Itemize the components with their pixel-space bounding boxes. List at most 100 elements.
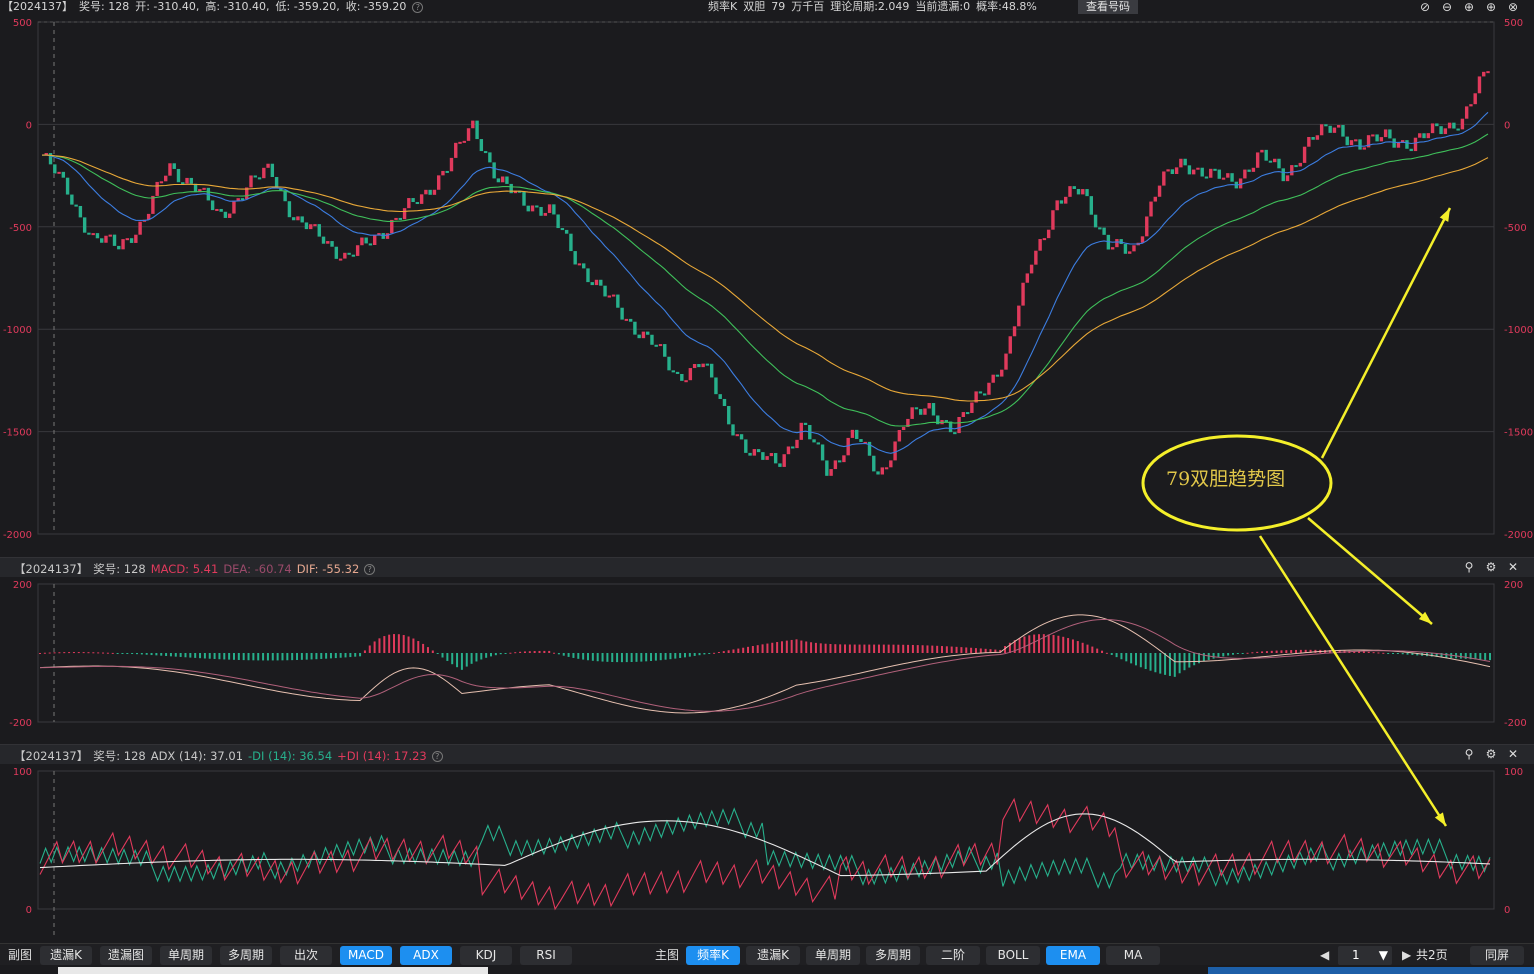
adx-tick-left: 0 <box>26 905 32 916</box>
help-icon[interactable]: ? <box>412 1 424 13</box>
macd-bar <box>334 653 337 659</box>
close-icon[interactable]: ✕ <box>1507 747 1519 761</box>
macd-bar <box>543 650 546 653</box>
macd-bar <box>1246 652 1249 654</box>
candle <box>355 245 360 256</box>
macd-bar <box>1081 642 1084 653</box>
candle <box>1025 273 1030 283</box>
macd-bar <box>431 650 434 653</box>
macd-bar <box>499 653 502 655</box>
candle <box>1371 134 1375 137</box>
macd-bar <box>1280 650 1283 653</box>
macd-bar <box>1256 651 1259 653</box>
macd-bar <box>1241 653 1244 654</box>
main-tab-4[interactable]: 二阶 <box>926 946 980 965</box>
macd-bar <box>470 653 473 664</box>
sub-tab-8[interactable]: RSI <box>520 946 572 965</box>
candle <box>1008 336 1012 354</box>
candle <box>419 194 424 204</box>
macd-bar <box>965 647 968 653</box>
candle <box>117 245 121 250</box>
main-tab-1[interactable]: 遗漏K <box>746 946 800 965</box>
gear-icon[interactable]: ⚙ <box>1485 747 1497 761</box>
main-tab-5[interactable]: BOLL <box>986 946 1040 965</box>
sub-tab-1[interactable]: 遗漏图 <box>100 946 152 965</box>
scrollbar-thumb[interactable] <box>58 967 488 974</box>
candle <box>1217 169 1221 179</box>
main-tab-7[interactable]: MA <box>1106 946 1160 965</box>
sub-tab-3[interactable]: 多周期 <box>220 946 272 965</box>
candle <box>1345 136 1349 146</box>
same-screen-button[interactable]: 同屏 <box>1470 946 1524 965</box>
macd-chart[interactable]: 200 200 -200 -200 <box>0 578 1534 738</box>
candle <box>936 415 940 425</box>
candle <box>564 229 569 234</box>
candle <box>825 460 829 476</box>
candle <box>300 216 304 223</box>
back-icon[interactable]: ⊖ <box>1441 0 1453 14</box>
pin-icon[interactable]: ⚲ <box>1464 747 1474 761</box>
main-tab-6[interactable]: EMA <box>1046 946 1100 965</box>
main-tab-0[interactable]: 频率K <box>686 946 740 965</box>
sub-tab-0[interactable]: 遗漏K <box>40 946 92 965</box>
macd-bar <box>1037 634 1040 653</box>
macd-bar <box>378 638 381 653</box>
view-numbers-button[interactable]: 查看号码 <box>1078 0 1138 14</box>
candle <box>407 198 411 209</box>
up-icon[interactable]: ⊕ <box>1463 0 1475 14</box>
sub-tab-2[interactable]: 单周期 <box>160 946 212 965</box>
prize-label: 奖号: 128 <box>79 0 130 13</box>
macd-bar <box>771 642 774 653</box>
candle <box>1127 251 1132 254</box>
candle <box>833 460 838 470</box>
page-select[interactable]: 1 ▼ <box>1338 946 1392 965</box>
ema-mid-line <box>41 133 1489 427</box>
help-icon[interactable]: ? <box>364 564 376 575</box>
pin-icon[interactable]: ⚲ <box>1464 560 1474 574</box>
candle <box>931 403 936 416</box>
macd-bar <box>407 636 410 653</box>
macd-bar <box>936 645 939 653</box>
candle <box>505 176 509 184</box>
gear-icon[interactable]: ⚙ <box>1485 560 1497 574</box>
macd-bar <box>562 653 565 656</box>
candle <box>1298 162 1303 167</box>
help-icon[interactable]: ? <box>431 751 443 762</box>
candle <box>953 432 957 435</box>
position-label: 万千百 <box>791 0 825 13</box>
main-candle-chart[interactable]: 500 500 0 0 -500 -500 -1000 -1000 -1500 -1500 -200… <box>0 0 1534 556</box>
y-tick-right: -1000 <box>1504 325 1533 336</box>
macd-bar <box>616 653 619 663</box>
pdi-line <box>39 797 1491 911</box>
candle <box>82 217 87 233</box>
adx-chart[interactable]: 100 100 0 0 <box>0 765 1534 943</box>
candle <box>893 441 897 461</box>
next-page-icon[interactable]: ▶ <box>1402 948 1412 962</box>
adx-value: ADX (14): 37.01 <box>150 749 244 763</box>
sub-tab-7[interactable]: KDJ <box>460 946 512 965</box>
candle <box>1162 171 1166 186</box>
candle <box>488 152 492 163</box>
sub-tab-6[interactable]: ADX <box>400 946 452 965</box>
macd-bar <box>708 653 711 654</box>
candle <box>1302 146 1307 163</box>
candle <box>432 189 437 195</box>
sub-tab-5[interactable]: MACD <box>340 946 392 965</box>
candle <box>735 434 739 437</box>
settings-icon[interactable]: ⊗ <box>1507 0 1519 14</box>
down-icon[interactable]: ⊕ <box>1485 0 1497 14</box>
sub-tab-4[interactable]: 出次 <box>280 946 332 965</box>
candle <box>1064 196 1068 204</box>
candle <box>714 377 718 395</box>
edit-icon[interactable]: ⊘ <box>1419 0 1431 14</box>
prev-page-icon[interactable]: ◀ <box>1320 948 1330 962</box>
main-tab-2[interactable]: 单周期 <box>806 946 860 965</box>
candle <box>906 418 910 427</box>
candle <box>1285 175 1290 182</box>
close-icon[interactable]: ✕ <box>1507 560 1519 574</box>
candle <box>185 177 189 184</box>
macd-bar <box>805 641 808 653</box>
main-tab-3[interactable]: 多周期 <box>866 946 920 965</box>
macd-bar <box>800 640 803 653</box>
macd-bar <box>1198 653 1201 664</box>
